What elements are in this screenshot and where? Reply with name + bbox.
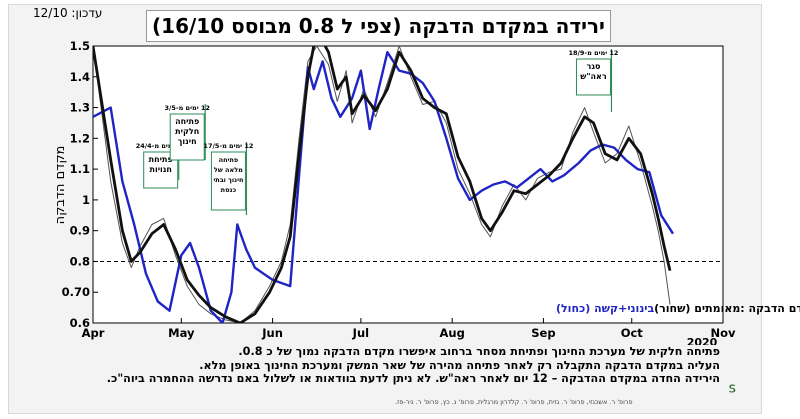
annotation-box [210, 151, 246, 211]
x-tick-label: Jun [261, 326, 283, 340]
x-tick-label: Jul [352, 326, 369, 340]
credits: פרופ' ר. אשכנזי, פרופ' ר. גזית, פרופ' ר.… [395, 398, 633, 406]
y-tick-label: 0.6 [70, 316, 90, 330]
y-tick-label: 1.3 [70, 101, 90, 115]
note-line: הירידה החדה במקדם ההדבקה – 12 יום לאחר ר… [106, 372, 720, 386]
x-tick-label: Oct [621, 326, 644, 340]
annotation-date: 12 ימים מ-3/5 [164, 104, 209, 112]
annotation-label: חינוך [178, 137, 197, 146]
y-tick-label: 1.5 [70, 39, 90, 53]
y-tick-label: 0.8 [70, 254, 90, 268]
legend-text: מקדם הדבקה : מאומתים (שחור) בינוני+קשה (… [556, 302, 800, 315]
annotation-label: חלקית [175, 127, 199, 136]
annotation-date: 12 ימים מ-24/4 [136, 142, 186, 150]
annotation-label: פתיחת [149, 155, 173, 164]
y-tick-label: 0.70 [62, 285, 90, 299]
legend-black: מאומתים (שחור) [654, 302, 740, 315]
y-axis-label: מקדם הדבקה [53, 146, 68, 225]
annotation-label: חינוך ובתי [213, 176, 243, 184]
updated-date: עדכון: 12/10 [33, 6, 103, 20]
series-line [93, 46, 671, 323]
annotation-label: כנסת [221, 186, 237, 194]
year-label: 2020 [687, 336, 718, 345]
annotation-label: חנויות [149, 165, 171, 174]
annotation-label: פתיחה [175, 117, 199, 126]
x-tick-label: May [168, 326, 195, 340]
x-tick-label: Sep [531, 326, 555, 340]
y-tick-label: 1.4 [70, 70, 90, 84]
legend-prefix: מקדם הדבקה : [740, 302, 800, 315]
notes: פתיחה חלקית של מערכת החינוך ופתיחת מסחר … [60, 345, 720, 386]
note-line: פתיחה חלקית של מערכת החינוך ופתיחת מסחר … [238, 345, 720, 358]
legend-blue: בינוני+קשה (כחול) [556, 302, 655, 315]
series-line [93, 46, 672, 323]
x-tick-label: Apr [82, 326, 105, 340]
logo-icon: ᔆ [728, 380, 737, 404]
y-tick-label: 1 [82, 193, 90, 207]
annotation-label: ראה"ש [580, 72, 607, 81]
annotation-date: 12 ימים מ-17/5 [203, 142, 253, 150]
y-tick-label: 1.1 [70, 162, 90, 176]
y-tick-label: 1.2 [70, 131, 90, 145]
x-tick-label: Nov [710, 326, 736, 340]
note-line: העליה במקדם הדבקה התקבלה רק לאחר פתיחה מ… [199, 358, 720, 372]
annotation-label: מלאה של [214, 166, 243, 174]
x-tick-label: Aug [439, 326, 464, 340]
series-line [93, 51, 675, 323]
annotation-box [169, 113, 205, 161]
annotation-date: 12 ימים מ-18/9 [568, 49, 618, 57]
annotation-box [575, 58, 611, 96]
page-title: ירידה במקדם הדבקה (צפי ל 0.8 מבוסס 16/10… [146, 10, 611, 42]
annotation-label: סגר [587, 62, 601, 71]
annotation-label: פתיחה [219, 156, 239, 164]
y-tick-label: 0.9 [70, 224, 90, 238]
plot-area [92, 45, 724, 324]
